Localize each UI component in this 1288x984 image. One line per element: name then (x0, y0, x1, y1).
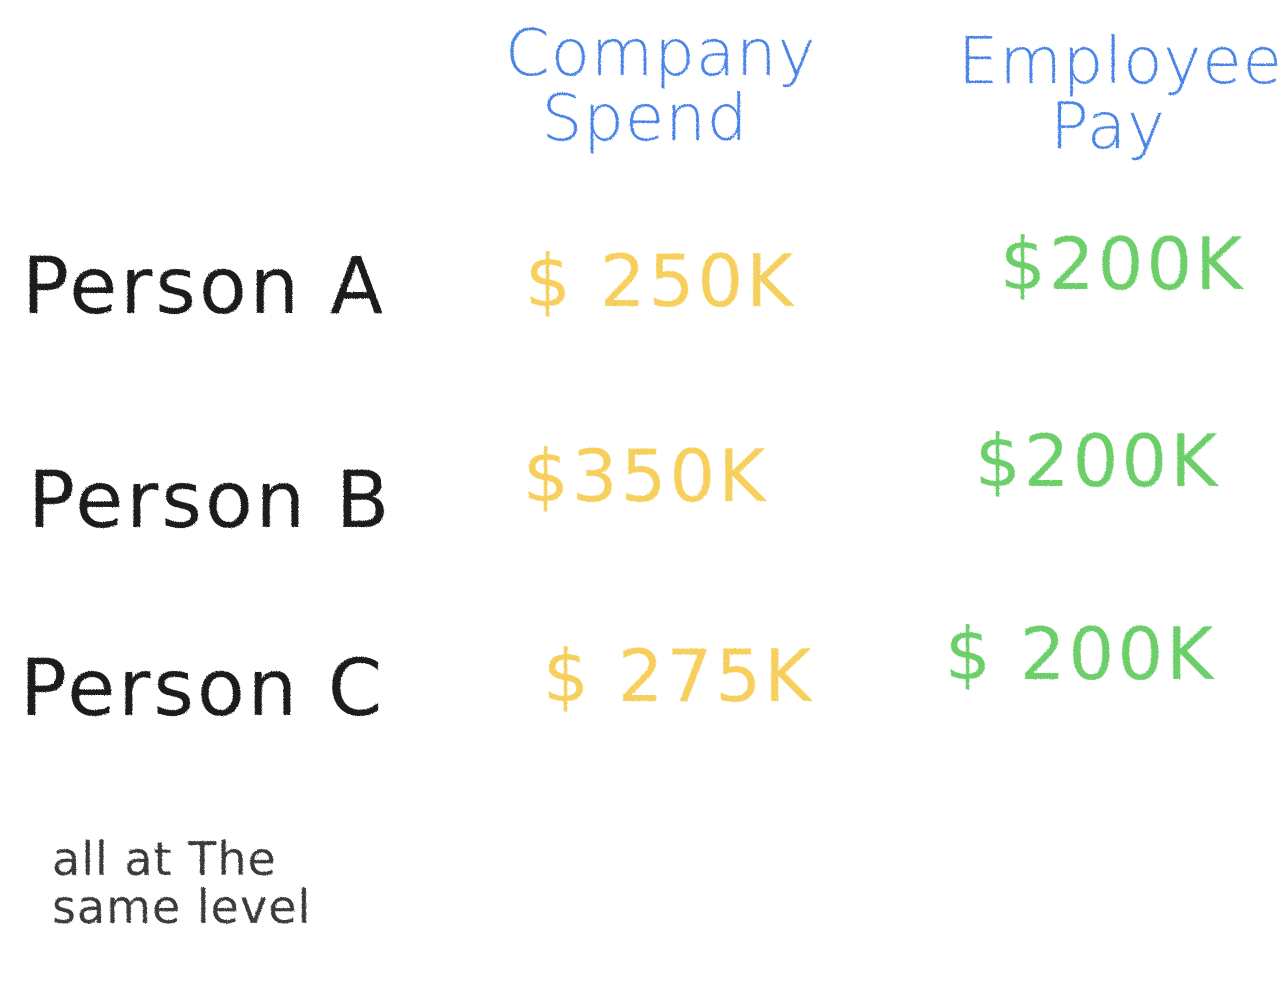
row-label-person-c: Person C (20, 644, 386, 734)
employee-pay-person-b: $200K (975, 419, 1221, 503)
column-header-line: Company (505, 17, 817, 91)
footnote: all at The same level (52, 835, 311, 932)
column-header-employee-pay: Employee Pay (958, 25, 1283, 165)
employee-pay-person-c: $ 200K (945, 612, 1217, 696)
column-header-line: Employee (958, 25, 1283, 99)
row-label-person-b: Person B (28, 456, 393, 546)
column-header-line: Pay (1050, 90, 1166, 165)
footnote-line: all at The (52, 832, 277, 886)
company-spend-person-b: $350K (523, 434, 769, 518)
footnote-line: same level (52, 880, 312, 935)
column-header-line: Spend (541, 82, 749, 157)
company-spend-person-a: $ 250K (525, 239, 797, 323)
company-spend-person-c: $ 275K (543, 634, 815, 718)
column-header-company-spend: Company Spend (505, 17, 817, 157)
row-label-person-a: Person A (22, 242, 387, 332)
employee-pay-person-a: $200K (1000, 222, 1246, 306)
